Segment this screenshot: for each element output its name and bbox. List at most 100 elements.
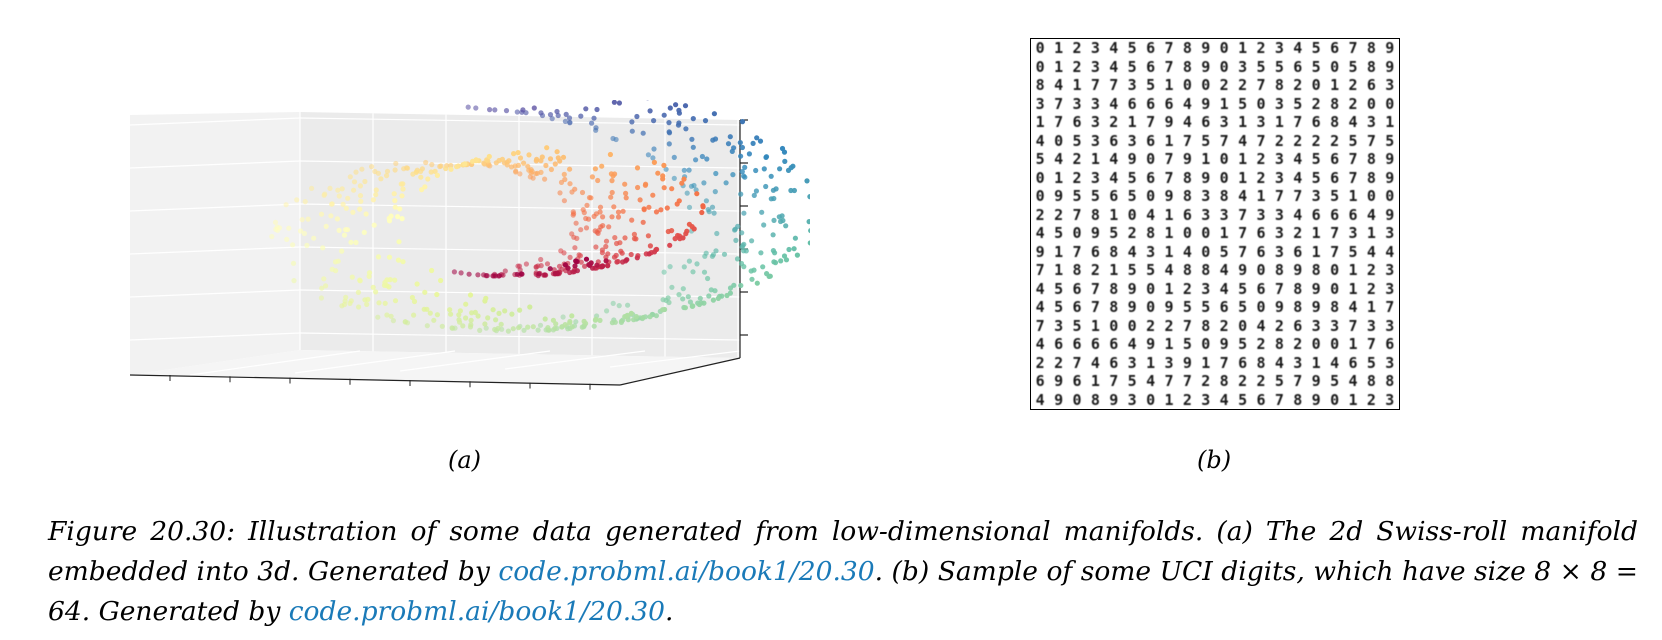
digit-cell: 6 bbox=[1127, 94, 1137, 113]
grid-line bbox=[130, 203, 301, 212]
swiss-roll-point bbox=[690, 116, 696, 122]
grid-line bbox=[609, 350, 741, 368]
y-axis-line bbox=[619, 357, 741, 386]
swiss-roll-point bbox=[509, 311, 515, 317]
swiss-roll-point bbox=[423, 159, 429, 166]
digit-cell: 8 bbox=[1182, 261, 1192, 279]
digit-cell: 2 bbox=[1072, 150, 1082, 168]
digit-cell: 6 bbox=[1219, 298, 1229, 316]
swiss-roll-point bbox=[620, 208, 626, 214]
digit-cell: 3 bbox=[1293, 353, 1303, 372]
digit-cell: 9 bbox=[1311, 372, 1321, 390]
digit-cell: 9 bbox=[1311, 298, 1321, 316]
digit-cell: 2 bbox=[1256, 150, 1266, 168]
swiss-roll-point bbox=[492, 107, 498, 113]
swiss-roll-point bbox=[647, 314, 653, 320]
digit-cell: 6 bbox=[1256, 279, 1266, 298]
digit-cell: 9 bbox=[1293, 261, 1303, 279]
swiss-roll-point bbox=[713, 170, 719, 177]
grid-line bbox=[299, 332, 741, 341]
digit-cell: 4 bbox=[1348, 372, 1358, 390]
swiss-roll-point bbox=[731, 145, 737, 151]
swiss-roll-point bbox=[511, 151, 517, 157]
digit-cell: 7 bbox=[1293, 187, 1303, 205]
swiss-roll-point bbox=[321, 192, 327, 198]
digit-cell: 5 bbox=[1293, 94, 1303, 113]
swiss-roll-point bbox=[376, 300, 382, 306]
digit-cell: 1 bbox=[1054, 168, 1064, 187]
swiss-roll-point bbox=[661, 112, 667, 118]
digit-cell: 1 bbox=[1219, 224, 1229, 242]
digit-cell: 0 bbox=[1385, 187, 1395, 205]
swiss-roll-point bbox=[517, 155, 524, 161]
digit-cell: 1 bbox=[1164, 390, 1174, 409]
digit-cell: 5 bbox=[1054, 298, 1064, 316]
swiss-roll-point bbox=[737, 140, 743, 146]
digit-cell: 4 bbox=[1109, 57, 1119, 76]
swiss-roll-point bbox=[618, 318, 625, 324]
digit-cell: 1 bbox=[1348, 261, 1358, 279]
digit-cell: 3 bbox=[1385, 261, 1395, 279]
swiss-roll-point bbox=[506, 158, 512, 164]
swiss-roll-point bbox=[321, 276, 327, 282]
digit-cell: 6 bbox=[1293, 242, 1303, 261]
digit-cell: 9 bbox=[1164, 113, 1174, 131]
digit-cell: 6 bbox=[1256, 224, 1266, 242]
swiss-roll-point bbox=[458, 270, 464, 276]
swiss-roll-point bbox=[560, 314, 566, 320]
swiss-roll-point bbox=[447, 307, 453, 313]
swiss-roll-point bbox=[710, 252, 717, 258]
digit-cell: 8 bbox=[1293, 298, 1303, 316]
swiss-roll-point bbox=[521, 160, 527, 166]
swiss-roll-point bbox=[449, 325, 455, 331]
grid-line bbox=[130, 289, 301, 298]
digit-cell: 4 bbox=[1035, 131, 1045, 150]
digit-cell: 6 bbox=[1201, 113, 1211, 131]
digit-cell: 8 bbox=[1366, 57, 1376, 76]
swiss-roll-point bbox=[661, 185, 667, 191]
swiss-roll-point bbox=[490, 307, 496, 313]
swiss-roll-point bbox=[537, 322, 544, 328]
caption-link-2[interactable]: code.probml.ai/book1/20.30 bbox=[288, 596, 665, 627]
swiss-roll-point bbox=[721, 251, 728, 257]
caption-link-1[interactable]: code.probml.ai/book1/20.30 bbox=[498, 556, 875, 587]
digit-cell: 7 bbox=[1164, 372, 1174, 390]
swiss-roll-point bbox=[547, 156, 554, 162]
swiss-roll-point bbox=[486, 153, 492, 160]
swiss-roll-point bbox=[683, 231, 689, 237]
digit-cell: 8 bbox=[1366, 150, 1376, 168]
swiss-roll-point bbox=[691, 182, 697, 189]
swiss-roll-point bbox=[475, 313, 481, 319]
swiss-roll-point bbox=[583, 106, 589, 112]
digit-cell: 1 bbox=[1054, 242, 1064, 261]
swiss-roll-point bbox=[645, 233, 652, 239]
swiss-roll-point bbox=[629, 128, 635, 134]
swiss-roll-point bbox=[608, 194, 614, 200]
swiss-roll-point bbox=[505, 328, 511, 334]
swiss-roll-point bbox=[686, 204, 693, 210]
digit-cell: 1 bbox=[1219, 94, 1229, 113]
digit-cell: 1 bbox=[1090, 316, 1100, 335]
digit-cell: 7 bbox=[1330, 224, 1340, 242]
swiss-roll-point bbox=[363, 211, 369, 217]
swiss-roll-point bbox=[466, 271, 472, 277]
digit-cell: 4 bbox=[1219, 390, 1229, 409]
digit-cell: 0 bbox=[1366, 187, 1376, 205]
digit-cell: 2 bbox=[1035, 353, 1045, 372]
swiss-roll-point bbox=[525, 163, 531, 169]
swiss-roll-point bbox=[697, 295, 703, 301]
swiss-roll-point bbox=[735, 223, 741, 229]
swiss-roll-point bbox=[365, 296, 371, 302]
swiss-roll-point bbox=[669, 186, 675, 192]
swiss-roll-point bbox=[390, 318, 396, 324]
swiss-roll-point bbox=[742, 174, 748, 180]
swiss-roll-point bbox=[557, 190, 563, 196]
digit-cell: 5 bbox=[1256, 57, 1266, 76]
digit-cell: 0 bbox=[1311, 335, 1321, 353]
digit-cell: 0 bbox=[1182, 76, 1192, 94]
digit-cell: 3 bbox=[1366, 316, 1376, 335]
digit-cell: 4 bbox=[1146, 372, 1156, 390]
digit-cell: 2 bbox=[1256, 335, 1266, 353]
digit-cell: 3 bbox=[1274, 94, 1284, 113]
swiss-roll-point bbox=[290, 260, 297, 266]
